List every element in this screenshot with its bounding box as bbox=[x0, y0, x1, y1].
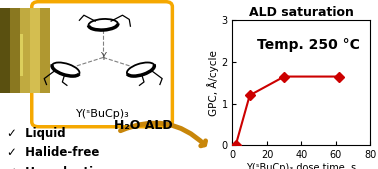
Text: Y(ˢBuCp)₃: Y(ˢBuCp)₃ bbox=[76, 109, 130, 119]
FancyBboxPatch shape bbox=[32, 2, 172, 127]
Text: Temp. 250 °C: Temp. 250 °C bbox=[257, 38, 360, 52]
Text: ✓  Halide-free: ✓ Halide-free bbox=[7, 146, 99, 159]
Text: ✓  Liquid: ✓ Liquid bbox=[7, 127, 65, 140]
Bar bbox=[10, 8, 20, 93]
Text: ✓  Homoleptic: ✓ Homoleptic bbox=[7, 166, 100, 169]
Text: H₂O ALD: H₂O ALD bbox=[113, 119, 172, 131]
X-axis label: Y(ˢBuCp)₃ dose time, s: Y(ˢBuCp)₃ dose time, s bbox=[246, 163, 356, 169]
Bar bbox=[20, 8, 30, 93]
Bar bbox=[0, 8, 10, 93]
Text: Y: Y bbox=[100, 52, 106, 63]
Title: ALD saturation: ALD saturation bbox=[249, 6, 354, 19]
Bar bbox=[30, 8, 40, 93]
Y-axis label: GPC, Å/cycle: GPC, Å/cycle bbox=[207, 50, 218, 116]
Bar bbox=[40, 8, 50, 93]
Bar bbox=[20, 34, 23, 76]
